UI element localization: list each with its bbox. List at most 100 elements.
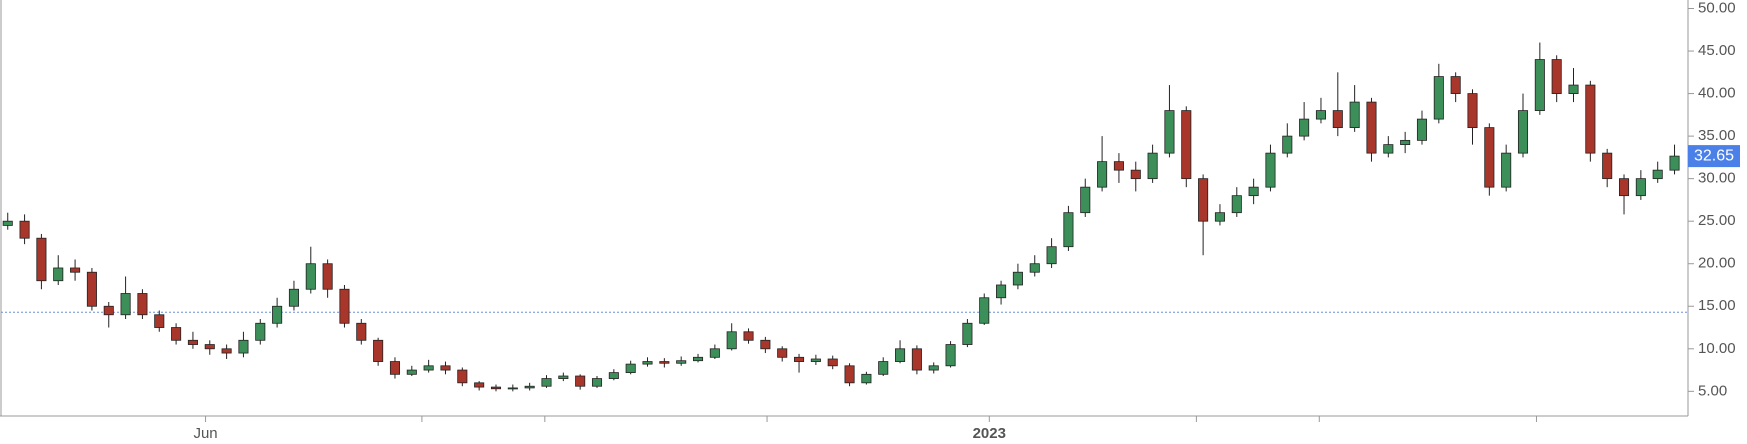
candle-body [1652, 169, 1663, 180]
candle-body [1602, 152, 1613, 180]
candle-body [1147, 152, 1158, 180]
candle-body [171, 327, 182, 341]
candle-body [86, 271, 97, 307]
candle-body [1130, 169, 1141, 180]
candle-body [1433, 76, 1444, 120]
candle-body [760, 339, 771, 350]
candle-body [1181, 110, 1192, 180]
candle-body [1012, 271, 1023, 286]
y-tick-label: 25.00 [1698, 212, 1736, 229]
candle-body [137, 293, 148, 316]
candle-body [238, 339, 249, 354]
y-tick-label: 30.00 [1698, 170, 1736, 187]
candle-body [524, 385, 535, 389]
candle-body [2, 220, 13, 226]
candle-body [187, 339, 198, 345]
candle-body [608, 372, 619, 379]
candle-body [676, 360, 687, 364]
candle-body [541, 378, 552, 387]
candle-body [406, 369, 417, 375]
last-price-box [1688, 145, 1740, 168]
candle-body [692, 356, 704, 362]
candle-body [288, 288, 299, 307]
candle-body [1214, 212, 1225, 222]
candle-body [389, 361, 401, 375]
y-tick-label: 35.00 [1698, 127, 1736, 144]
candle-body [726, 331, 737, 350]
last-price-label: 32.65 [1694, 147, 1734, 164]
candle-body [1467, 93, 1478, 129]
y-tick-label: 5.00 [1698, 382, 1727, 399]
candle-body [777, 348, 788, 358]
candle-body [861, 373, 872, 384]
candle-body [1113, 161, 1124, 171]
candle-body [255, 322, 266, 341]
y-tick-label: 45.00 [1698, 42, 1736, 59]
candle-body [272, 305, 283, 324]
candle-body [1484, 127, 1495, 188]
candle-body [928, 365, 939, 371]
candle-body [1315, 110, 1326, 120]
candle-body [1416, 118, 1428, 141]
candle-body [1349, 101, 1360, 129]
candle-body [1551, 59, 1562, 94]
y-tick-label: 40.00 [1698, 85, 1736, 102]
candle-body [642, 361, 653, 365]
candle-body [53, 267, 64, 282]
candle-body [440, 365, 451, 371]
candle-body [743, 331, 754, 341]
candle-body [339, 288, 350, 324]
candle-body [423, 365, 434, 371]
candle-body [794, 356, 805, 362]
candle-body [558, 375, 569, 379]
candle-body [1517, 110, 1529, 154]
candle-body [591, 378, 603, 387]
candle-body [1501, 152, 1512, 188]
candle-body [575, 375, 586, 387]
candle-body [625, 363, 636, 374]
candle-body [1383, 144, 1394, 154]
candle-body [827, 358, 838, 367]
candle-body [1568, 84, 1579, 94]
candle-body [1299, 118, 1310, 137]
candle-body [1029, 263, 1040, 273]
candle-body [1046, 246, 1057, 265]
candle-body [1635, 178, 1646, 197]
candle-body [373, 339, 384, 362]
candle-body [709, 348, 720, 358]
candle-body [1366, 101, 1377, 154]
candle-body [1097, 161, 1108, 188]
candle-body [70, 267, 81, 273]
candle-body [844, 365, 855, 384]
candle-body [810, 358, 821, 362]
candle-body [120, 293, 131, 316]
candle-body [659, 361, 670, 364]
candle-body [878, 361, 889, 375]
candle-body [911, 348, 922, 371]
candle-body [204, 344, 215, 350]
y-tick-label: 20.00 [1698, 255, 1736, 272]
candle-body [1231, 195, 1242, 214]
candle-body [1080, 186, 1091, 214]
candle-body [996, 284, 1007, 299]
candle-body [1198, 178, 1209, 222]
candle-body [1534, 59, 1545, 111]
y-tick-label: 15.00 [1698, 297, 1736, 314]
candle-body [356, 322, 367, 341]
candle-body [19, 220, 30, 239]
candle-body [1450, 76, 1461, 94]
candle-body [474, 382, 485, 388]
candle-body [221, 348, 232, 354]
candle-body [507, 387, 518, 390]
candle-body [945, 344, 956, 367]
candle-body [36, 237, 47, 282]
candle-body [1669, 155, 1680, 171]
candle-body [490, 386, 502, 390]
candle-body [1164, 110, 1175, 154]
candle-body [305, 263, 316, 290]
candle-body [1400, 139, 1411, 146]
candle-body [1332, 110, 1343, 129]
candle-body [1585, 84, 1596, 154]
candle-body [1265, 152, 1276, 188]
